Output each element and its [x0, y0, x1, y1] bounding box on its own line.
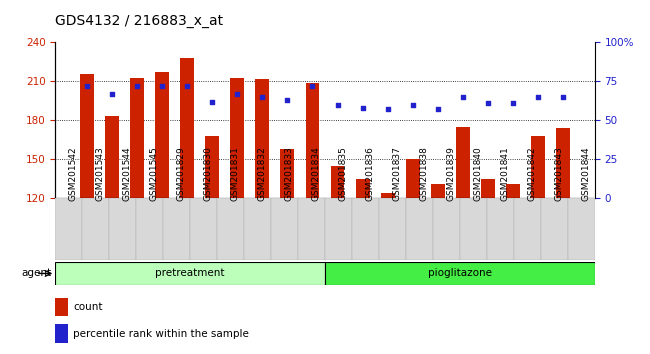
Bar: [298, 198, 325, 260]
Text: GSM201830: GSM201830: [203, 147, 213, 201]
Text: agent: agent: [22, 268, 52, 279]
Bar: [325, 262, 595, 285]
Text: GSM201545: GSM201545: [150, 147, 159, 201]
Bar: [244, 198, 271, 260]
Point: [207, 99, 217, 104]
Bar: [306, 83, 319, 198]
Bar: [381, 193, 395, 198]
Bar: [105, 116, 119, 198]
Bar: [487, 198, 514, 260]
Bar: [356, 179, 370, 198]
Bar: [406, 198, 433, 260]
Text: GSM201831: GSM201831: [231, 147, 240, 201]
Text: pretreatment: pretreatment: [155, 268, 225, 279]
Bar: [155, 72, 169, 198]
Text: GSM201840: GSM201840: [473, 147, 482, 201]
Bar: [55, 262, 325, 285]
Bar: [531, 136, 545, 198]
Point: [382, 107, 393, 112]
Text: GSM201839: GSM201839: [447, 147, 456, 201]
Bar: [456, 127, 470, 198]
Bar: [82, 198, 109, 260]
Text: GSM201829: GSM201829: [177, 147, 186, 201]
Bar: [325, 198, 352, 260]
Text: GSM201542: GSM201542: [69, 147, 78, 201]
Bar: [379, 198, 406, 260]
Point: [157, 83, 167, 89]
Bar: [331, 166, 345, 198]
Text: GSM201832: GSM201832: [257, 147, 266, 201]
Bar: [230, 78, 244, 198]
Bar: [568, 198, 595, 260]
Bar: [506, 184, 520, 198]
Point: [408, 102, 418, 108]
Bar: [190, 198, 217, 260]
Bar: [180, 58, 194, 198]
Bar: [136, 198, 163, 260]
Bar: [205, 136, 219, 198]
Point: [533, 94, 543, 100]
Text: GDS4132 / 216883_x_at: GDS4132 / 216883_x_at: [55, 14, 224, 28]
Point: [132, 83, 142, 89]
Point: [483, 101, 493, 106]
Text: GSM201841: GSM201841: [500, 147, 510, 201]
Point: [257, 94, 268, 100]
Bar: [433, 198, 460, 260]
Bar: [352, 198, 379, 260]
Text: GSM201835: GSM201835: [339, 147, 348, 201]
Bar: [406, 159, 420, 198]
Bar: [80, 74, 94, 198]
Point: [358, 105, 368, 111]
Point: [282, 97, 293, 103]
Bar: [431, 184, 445, 198]
Point: [433, 107, 443, 112]
Point: [107, 91, 117, 97]
Point: [182, 83, 192, 89]
Text: GSM201844: GSM201844: [581, 147, 590, 201]
Point: [558, 94, 569, 100]
Text: count: count: [73, 302, 103, 312]
Bar: [109, 198, 136, 260]
Text: GSM201843: GSM201843: [554, 147, 564, 201]
Bar: [163, 198, 190, 260]
Bar: [514, 198, 541, 260]
Point: [81, 83, 92, 89]
Bar: [481, 179, 495, 198]
Bar: [130, 78, 144, 198]
Text: GSM201834: GSM201834: [311, 147, 320, 201]
Text: GSM201544: GSM201544: [123, 147, 132, 201]
Point: [307, 83, 318, 89]
Text: GSM201833: GSM201833: [285, 147, 294, 201]
Bar: [255, 79, 269, 198]
Bar: [460, 198, 487, 260]
Point: [508, 101, 518, 106]
Bar: [271, 198, 298, 260]
Text: GSM201842: GSM201842: [527, 147, 536, 201]
Point: [332, 102, 343, 108]
Bar: [55, 198, 82, 260]
Point: [232, 91, 242, 97]
Bar: [55, 324, 68, 343]
Bar: [280, 149, 294, 198]
Text: GSM201836: GSM201836: [365, 147, 374, 201]
Bar: [217, 198, 244, 260]
Text: percentile rank within the sample: percentile rank within the sample: [73, 329, 249, 339]
Text: pioglitazone: pioglitazone: [428, 268, 492, 279]
Text: GSM201838: GSM201838: [419, 147, 428, 201]
Bar: [55, 297, 68, 316]
Point: [458, 94, 468, 100]
Bar: [556, 128, 570, 198]
Text: GSM201837: GSM201837: [393, 147, 402, 201]
Text: GSM201543: GSM201543: [96, 147, 105, 201]
Bar: [541, 198, 568, 260]
